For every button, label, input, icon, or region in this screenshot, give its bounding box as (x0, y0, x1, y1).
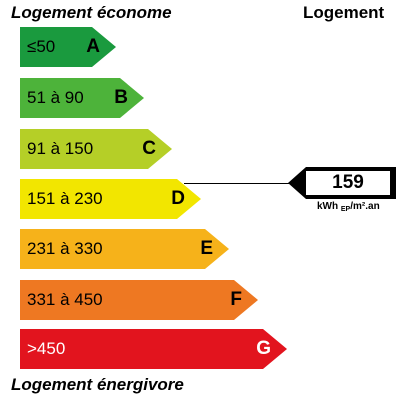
band-letter: D (171, 188, 185, 209)
energy-band-b: 51 à 90 B (20, 78, 144, 118)
unit-subscript: EP (340, 206, 351, 213)
energy-band-c: 91 à 150 C (20, 129, 172, 169)
consumption-value-box (306, 171, 390, 195)
energy-band-a: ≤50 A (20, 27, 116, 67)
band-letter: B (114, 87, 128, 108)
unit-tail: /m².an (350, 201, 380, 212)
band-range-label: >450 (27, 339, 66, 358)
indicator-connector-line (184, 183, 292, 184)
band-range-label: 331 à 450 (27, 290, 103, 309)
band-letter: A (86, 36, 100, 57)
title-economical: Logement économe (11, 3, 172, 22)
energy-band-e: 231 à 330 E (20, 229, 229, 269)
band-range-label: 151 à 230 (27, 189, 103, 208)
unit-main: kWh (317, 201, 339, 212)
consumption-value: 159 (332, 172, 364, 193)
energy-band-d: 151 à 230 D (20, 179, 201, 219)
band-range-label: 91 à 150 (27, 139, 94, 158)
band-letter: C (142, 138, 156, 159)
band-range-label: 231 à 330 (27, 239, 103, 258)
band-range-label: 51 à 90 (27, 88, 84, 107)
energy-band-f: 331 à 450 F (20, 280, 258, 320)
band-letter: G (256, 338, 271, 359)
consumption-unit: kWh EP/m².an (317, 201, 380, 213)
band-letter: E (200, 238, 213, 259)
energy-band-g: >450 G (20, 329, 287, 369)
title-housing: Logement (303, 3, 385, 22)
band-range-label: ≤50 (27, 37, 56, 56)
band-letter: F (230, 289, 242, 310)
title-energy-intensive: Logement énergivore (11, 375, 184, 394)
